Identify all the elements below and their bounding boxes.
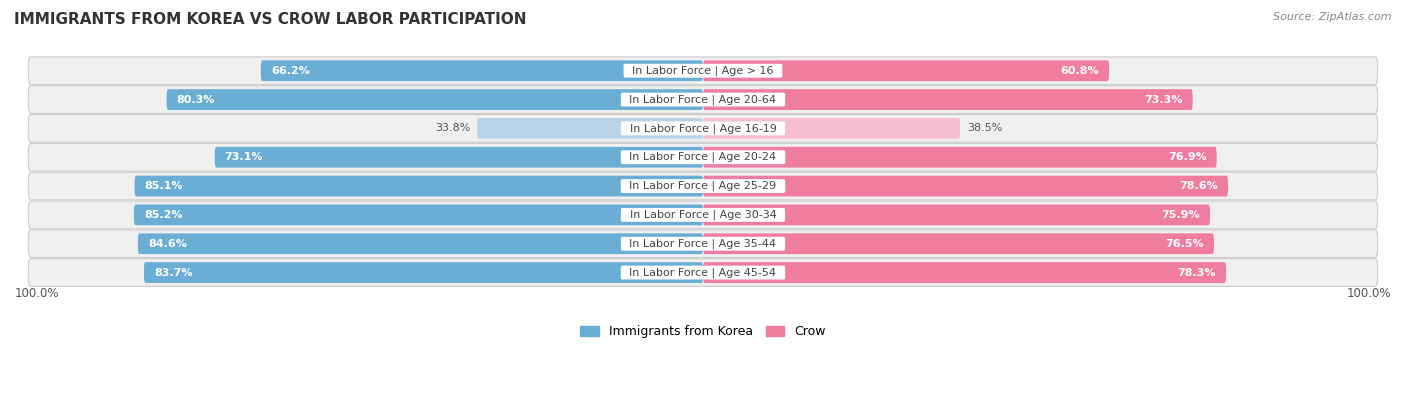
Text: In Labor Force | Age 30-34: In Labor Force | Age 30-34: [623, 210, 783, 220]
Text: 75.9%: 75.9%: [1161, 210, 1199, 220]
FancyBboxPatch shape: [703, 60, 1109, 81]
FancyBboxPatch shape: [167, 89, 703, 110]
Text: 38.5%: 38.5%: [967, 123, 1002, 134]
FancyBboxPatch shape: [703, 205, 1211, 225]
FancyBboxPatch shape: [28, 201, 1378, 229]
FancyBboxPatch shape: [477, 118, 703, 139]
Text: In Labor Force | Age > 16: In Labor Force | Age > 16: [626, 66, 780, 76]
Text: 60.8%: 60.8%: [1060, 66, 1099, 76]
Text: 85.2%: 85.2%: [143, 210, 183, 220]
Text: 80.3%: 80.3%: [177, 94, 215, 105]
Text: 73.1%: 73.1%: [225, 152, 263, 162]
FancyBboxPatch shape: [143, 262, 703, 283]
Text: 76.9%: 76.9%: [1168, 152, 1206, 162]
Text: In Labor Force | Age 45-54: In Labor Force | Age 45-54: [623, 267, 783, 278]
Text: 78.3%: 78.3%: [1177, 267, 1216, 278]
FancyBboxPatch shape: [28, 115, 1378, 142]
Legend: Immigrants from Korea, Crow: Immigrants from Korea, Crow: [575, 320, 831, 343]
FancyBboxPatch shape: [138, 233, 703, 254]
Text: 73.3%: 73.3%: [1144, 94, 1182, 105]
FancyBboxPatch shape: [215, 147, 703, 167]
FancyBboxPatch shape: [703, 176, 1227, 196]
FancyBboxPatch shape: [28, 259, 1378, 286]
Text: 100.0%: 100.0%: [1347, 287, 1391, 300]
Text: 78.6%: 78.6%: [1180, 181, 1218, 191]
Text: Source: ZipAtlas.com: Source: ZipAtlas.com: [1274, 12, 1392, 22]
Text: In Labor Force | Age 35-44: In Labor Force | Age 35-44: [623, 239, 783, 249]
Text: 66.2%: 66.2%: [271, 66, 309, 76]
FancyBboxPatch shape: [260, 60, 703, 81]
Text: 83.7%: 83.7%: [153, 267, 193, 278]
Text: In Labor Force | Age 25-29: In Labor Force | Age 25-29: [623, 181, 783, 191]
FancyBboxPatch shape: [134, 205, 703, 225]
FancyBboxPatch shape: [135, 176, 703, 196]
Text: In Labor Force | Age 20-64: In Labor Force | Age 20-64: [623, 94, 783, 105]
FancyBboxPatch shape: [703, 118, 960, 139]
Text: 76.5%: 76.5%: [1166, 239, 1204, 249]
Text: 100.0%: 100.0%: [15, 287, 59, 300]
FancyBboxPatch shape: [28, 86, 1378, 113]
Text: In Labor Force | Age 20-24: In Labor Force | Age 20-24: [623, 152, 783, 162]
FancyBboxPatch shape: [28, 143, 1378, 171]
Text: In Labor Force | Age 16-19: In Labor Force | Age 16-19: [623, 123, 783, 134]
FancyBboxPatch shape: [28, 57, 1378, 85]
Text: 84.6%: 84.6%: [148, 239, 187, 249]
Text: 33.8%: 33.8%: [436, 123, 471, 134]
FancyBboxPatch shape: [703, 89, 1192, 110]
FancyBboxPatch shape: [28, 172, 1378, 200]
FancyBboxPatch shape: [703, 262, 1226, 283]
Text: 85.1%: 85.1%: [145, 181, 183, 191]
FancyBboxPatch shape: [703, 147, 1216, 167]
FancyBboxPatch shape: [703, 233, 1213, 254]
Text: IMMIGRANTS FROM KOREA VS CROW LABOR PARTICIPATION: IMMIGRANTS FROM KOREA VS CROW LABOR PART…: [14, 12, 527, 27]
FancyBboxPatch shape: [28, 230, 1378, 258]
